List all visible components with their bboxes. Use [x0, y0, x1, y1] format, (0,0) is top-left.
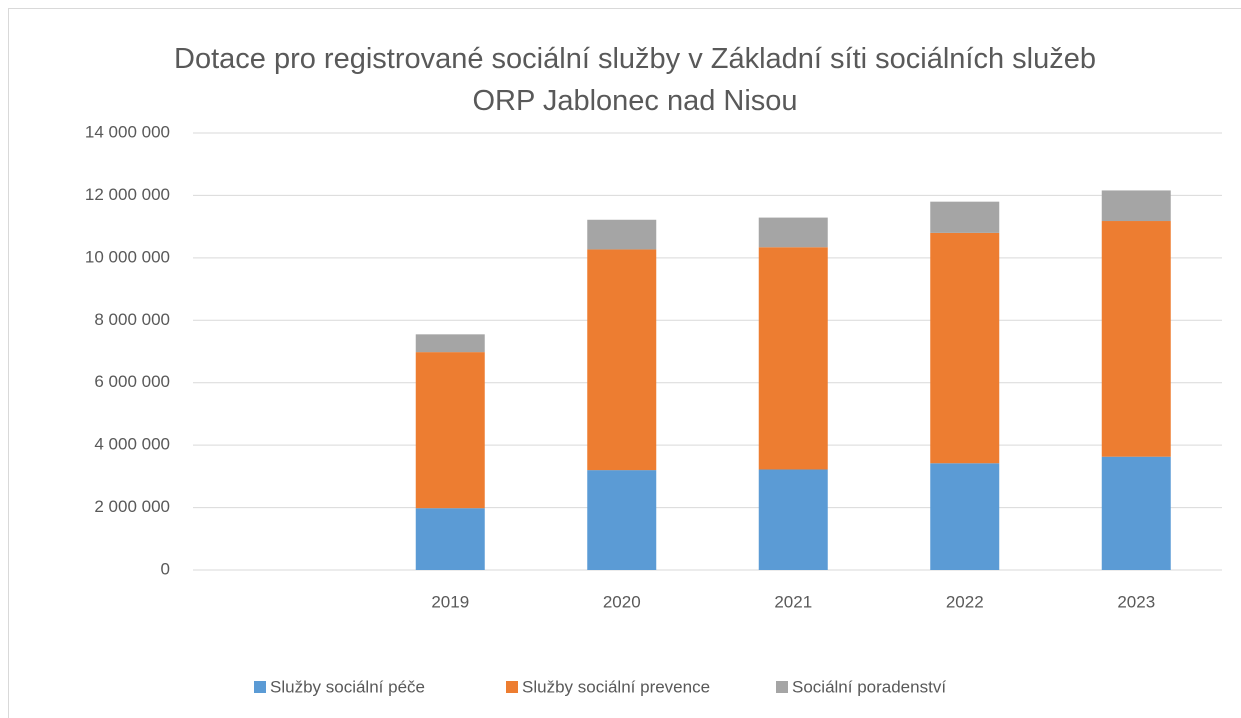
bar-segment: [587, 249, 657, 471]
y-tick-label: 6 000 000: [94, 372, 170, 391]
bar-segment: [930, 201, 1000, 233]
y-tick-label: 0: [161, 559, 170, 578]
bar-segment: [1101, 190, 1171, 222]
bar-segment: [930, 232, 1000, 464]
y-tick-label: 14 000 000: [85, 122, 170, 141]
x-tick-label: 2022: [946, 592, 984, 611]
y-tick-label: 2 000 000: [94, 497, 170, 516]
chart-title: Dotace pro registrované sociální služby …: [174, 43, 1096, 117]
legend-swatch: [776, 681, 788, 693]
bar-segment: [415, 352, 485, 509]
bar-segment: [1101, 456, 1171, 570]
x-tick-label: 2021: [774, 592, 812, 611]
y-tick-label: 12 000 000: [85, 185, 170, 204]
legend-label: Služby sociální prevence: [522, 677, 710, 696]
bar-segment: [587, 470, 657, 570]
x-tick-label: 2023: [1117, 592, 1155, 611]
bar-segment: [415, 508, 485, 570]
bar-segment: [758, 469, 828, 570]
legend-label: Služby sociální péče: [270, 677, 425, 696]
y-tick-label: 4 000 000: [94, 435, 170, 454]
chart-frame: [8, 8, 1241, 718]
bar-segment: [758, 217, 828, 248]
x-tick-label: 2020: [603, 592, 641, 611]
legend-swatch: [254, 681, 266, 693]
y-tick-label: 8 000 000: [94, 310, 170, 329]
x-tick-label: 2019: [431, 592, 469, 611]
bar-segment: [1101, 221, 1171, 457]
legend-swatch: [506, 681, 518, 693]
bar-segment: [415, 334, 485, 353]
bar-segment: [930, 463, 1000, 570]
bar-segment: [758, 247, 828, 470]
legend-label: Sociální poradenství: [792, 677, 946, 696]
bar-segment: [587, 219, 657, 250]
y-tick-label: 10 000 000: [85, 247, 170, 266]
